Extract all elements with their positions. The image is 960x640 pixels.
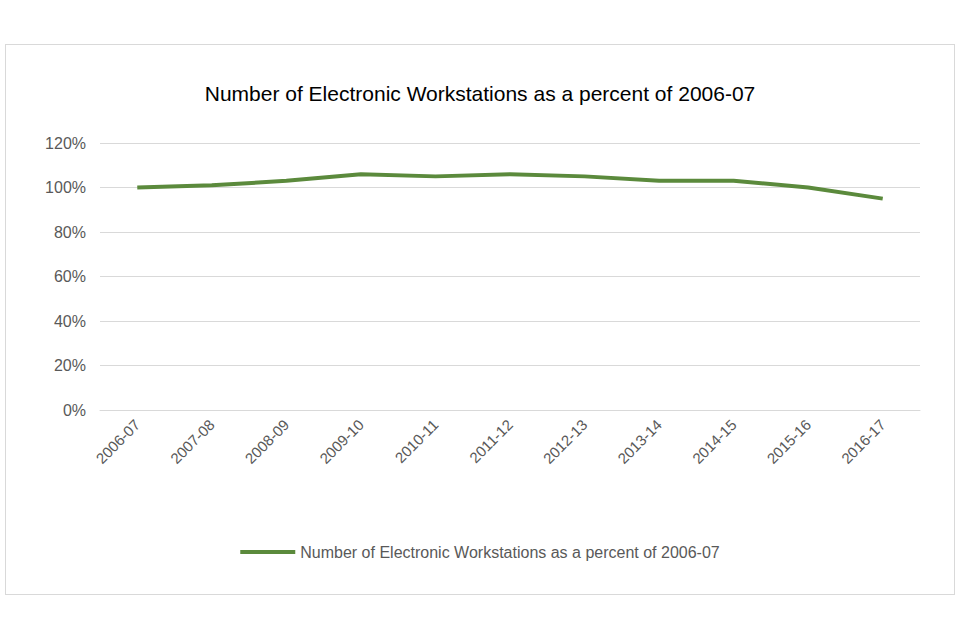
svg-text:2016-17: 2016-17 [838,416,889,467]
svg-text:2009-10: 2009-10 [316,416,367,467]
svg-text:2006-07: 2006-07 [92,416,143,467]
svg-text:80%: 80% [54,224,86,241]
svg-text:2015-16: 2015-16 [763,416,814,467]
svg-text:60%: 60% [54,268,86,285]
svg-text:40%: 40% [54,313,86,330]
svg-text:2011-12: 2011-12 [466,416,516,466]
svg-text:0%: 0% [63,402,86,419]
svg-text:2008-09: 2008-09 [241,416,292,467]
svg-text:2012-13: 2012-13 [540,416,591,467]
svg-text:2013-14: 2013-14 [614,416,665,467]
svg-text:Number of Electronic Workstati: Number of Electronic Workstations as a p… [205,82,756,105]
svg-text:20%: 20% [54,357,86,374]
svg-text:Number of Electronic Workstati: Number of Electronic Workstations as a p… [300,544,720,561]
svg-text:2014-15: 2014-15 [689,416,740,467]
svg-text:120%: 120% [45,135,86,152]
svg-text:100%: 100% [45,179,86,196]
svg-text:2007-08: 2007-08 [167,416,218,467]
svg-text:2010-11: 2010-11 [391,416,441,466]
